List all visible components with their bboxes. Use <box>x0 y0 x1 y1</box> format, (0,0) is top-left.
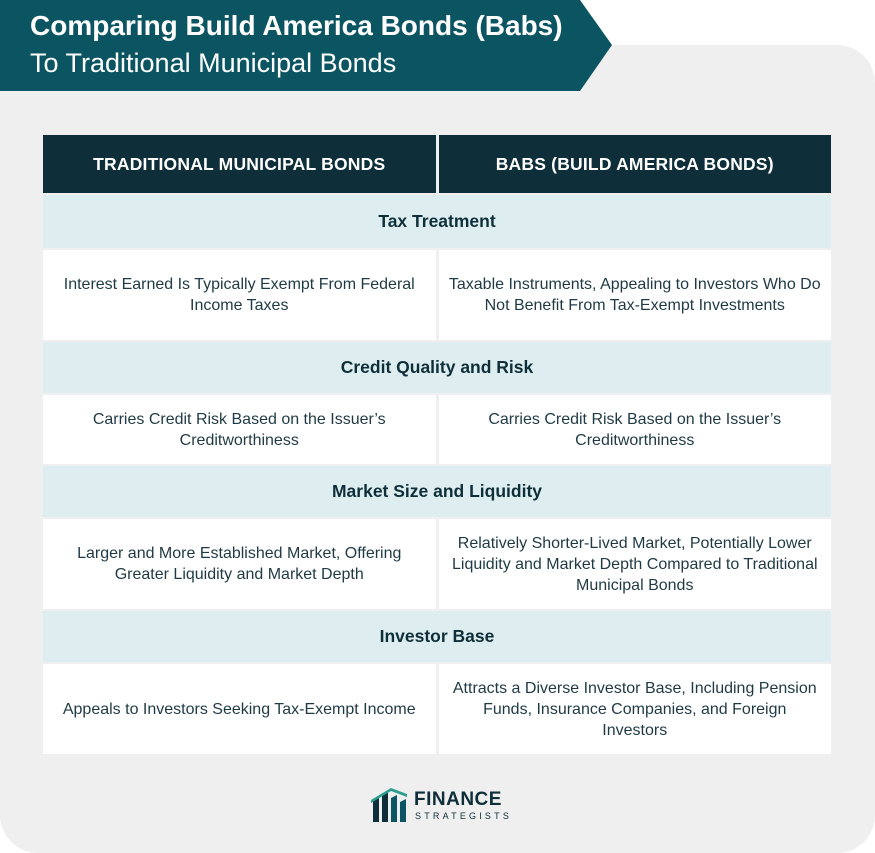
section-heading-credit-quality: Credit Quality and Risk <box>43 342 831 393</box>
table-row: Carries Credit Risk Based on the Issuer’… <box>43 395 831 464</box>
table-header: TRADITIONAL MUNICIPAL BONDS BABS (BUILD … <box>43 135 831 193</box>
logo-wordmark: FINANCE <box>414 789 502 810</box>
column-header-babs: BABS (BUILD AMERICA BONDS) <box>438 135 831 193</box>
cell-babs: Relatively Shorter-Lived Market, Potenti… <box>438 519 831 609</box>
finance-strategists-logo: FINANCE STRATEGISTS <box>371 786 509 824</box>
column-header-traditional: TRADITIONAL MUNICIPAL BONDS <box>43 135 436 193</box>
comparison-table: TRADITIONAL MUNICIPAL BONDS BABS (BUILD … <box>43 135 831 754</box>
table-row: Appeals to Investors Seeking Tax-Exempt … <box>43 664 831 754</box>
section-heading-tax-treatment: Tax Treatment <box>43 195 831 248</box>
cell-babs: Taxable Instruments, Appealing to Invest… <box>438 250 831 340</box>
table-row: Interest Earned Is Typically Exempt From… <box>43 250 831 340</box>
table-row: Larger and More Established Market, Offe… <box>43 519 831 609</box>
cell-traditional: Interest Earned Is Typically Exempt From… <box>43 250 436 340</box>
section-heading-investor-base: Investor Base <box>43 611 831 662</box>
cell-babs: Attracts a Diverse Investor Base, Includ… <box>438 664 831 754</box>
title-banner: Comparing Build America Bonds (Babs) To … <box>0 0 612 91</box>
section-heading-market-size: Market Size and Liquidity <box>43 466 831 517</box>
cell-traditional: Larger and More Established Market, Offe… <box>43 519 436 609</box>
cell-traditional: Carries Credit Risk Based on the Issuer’… <box>43 395 436 464</box>
title-line-1: Comparing Build America Bonds (Babs) <box>30 10 563 41</box>
cell-traditional: Appeals to Investors Seeking Tax-Exempt … <box>43 664 436 754</box>
title-line-2: To Traditional Municipal Bonds <box>30 48 397 78</box>
cell-babs: Carries Credit Risk Based on the Issuer’… <box>438 395 831 464</box>
finance-strategists-logo-icon <box>371 788 407 822</box>
logo-subtitle: STRATEGISTS <box>415 811 513 821</box>
